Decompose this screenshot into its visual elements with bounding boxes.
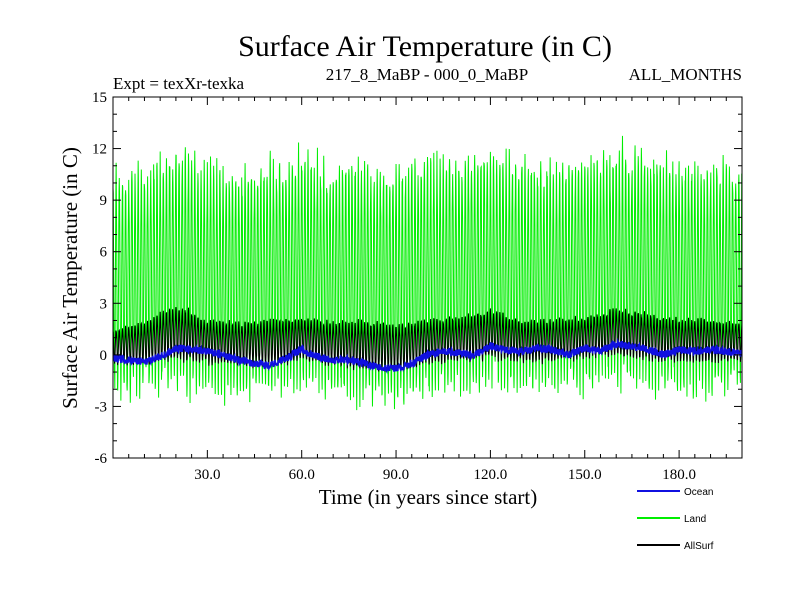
x-tick-label: 120.0	[474, 467, 508, 483]
plot-area	[113, 135, 742, 411]
period-label: 217_8_MaBP - 000_0_MaBP	[326, 65, 528, 84]
y-tick-label: 0	[100, 348, 108, 364]
legend-label: Ocean	[684, 487, 713, 498]
x-axis-label: Time (in years since start)	[319, 485, 538, 509]
x-axis: 30.0 60.0 90.0 120.0 150.0 180.0	[128, 97, 727, 483]
legend-item-land: Land	[637, 514, 706, 525]
legend-label: Land	[684, 514, 706, 525]
x-tick-label: 60.0	[289, 467, 315, 483]
x-tick-label: 90.0	[383, 467, 409, 483]
x-tick-label: 180.0	[662, 467, 696, 483]
months-label: ALL_MONTHS	[629, 65, 742, 84]
legend-item-allsurf: AllSurf	[637, 541, 714, 552]
chart-title: Surface Air Temperature (in C)	[238, 30, 612, 63]
y-tick-label: -3	[95, 399, 108, 415]
y-axis: -6 -3 0 3 6 9 12 15	[92, 90, 742, 467]
x-tick-label: 30.0	[194, 467, 220, 483]
legend-label: AllSurf	[684, 541, 714, 552]
series-ocean	[113, 337, 742, 374]
legend-item-ocean: Ocean	[637, 487, 713, 498]
x-tick-label: 150.0	[568, 467, 602, 483]
y-tick-label: 3	[100, 296, 108, 312]
y-tick-label: 15	[92, 90, 107, 106]
experiment-label: Expt = texXr-texka	[113, 74, 244, 93]
y-tick-label: 12	[92, 142, 107, 158]
y-tick-label: -6	[95, 451, 108, 467]
series-line-ocean	[113, 337, 742, 374]
y-axis-label: Surface Air Temperature (in C)	[58, 147, 82, 409]
y-tick-label: 6	[100, 245, 108, 261]
series-layer	[113, 135, 742, 411]
legend: Ocean Land AllSurf	[637, 487, 714, 552]
y-tick-label: 9	[100, 193, 108, 209]
